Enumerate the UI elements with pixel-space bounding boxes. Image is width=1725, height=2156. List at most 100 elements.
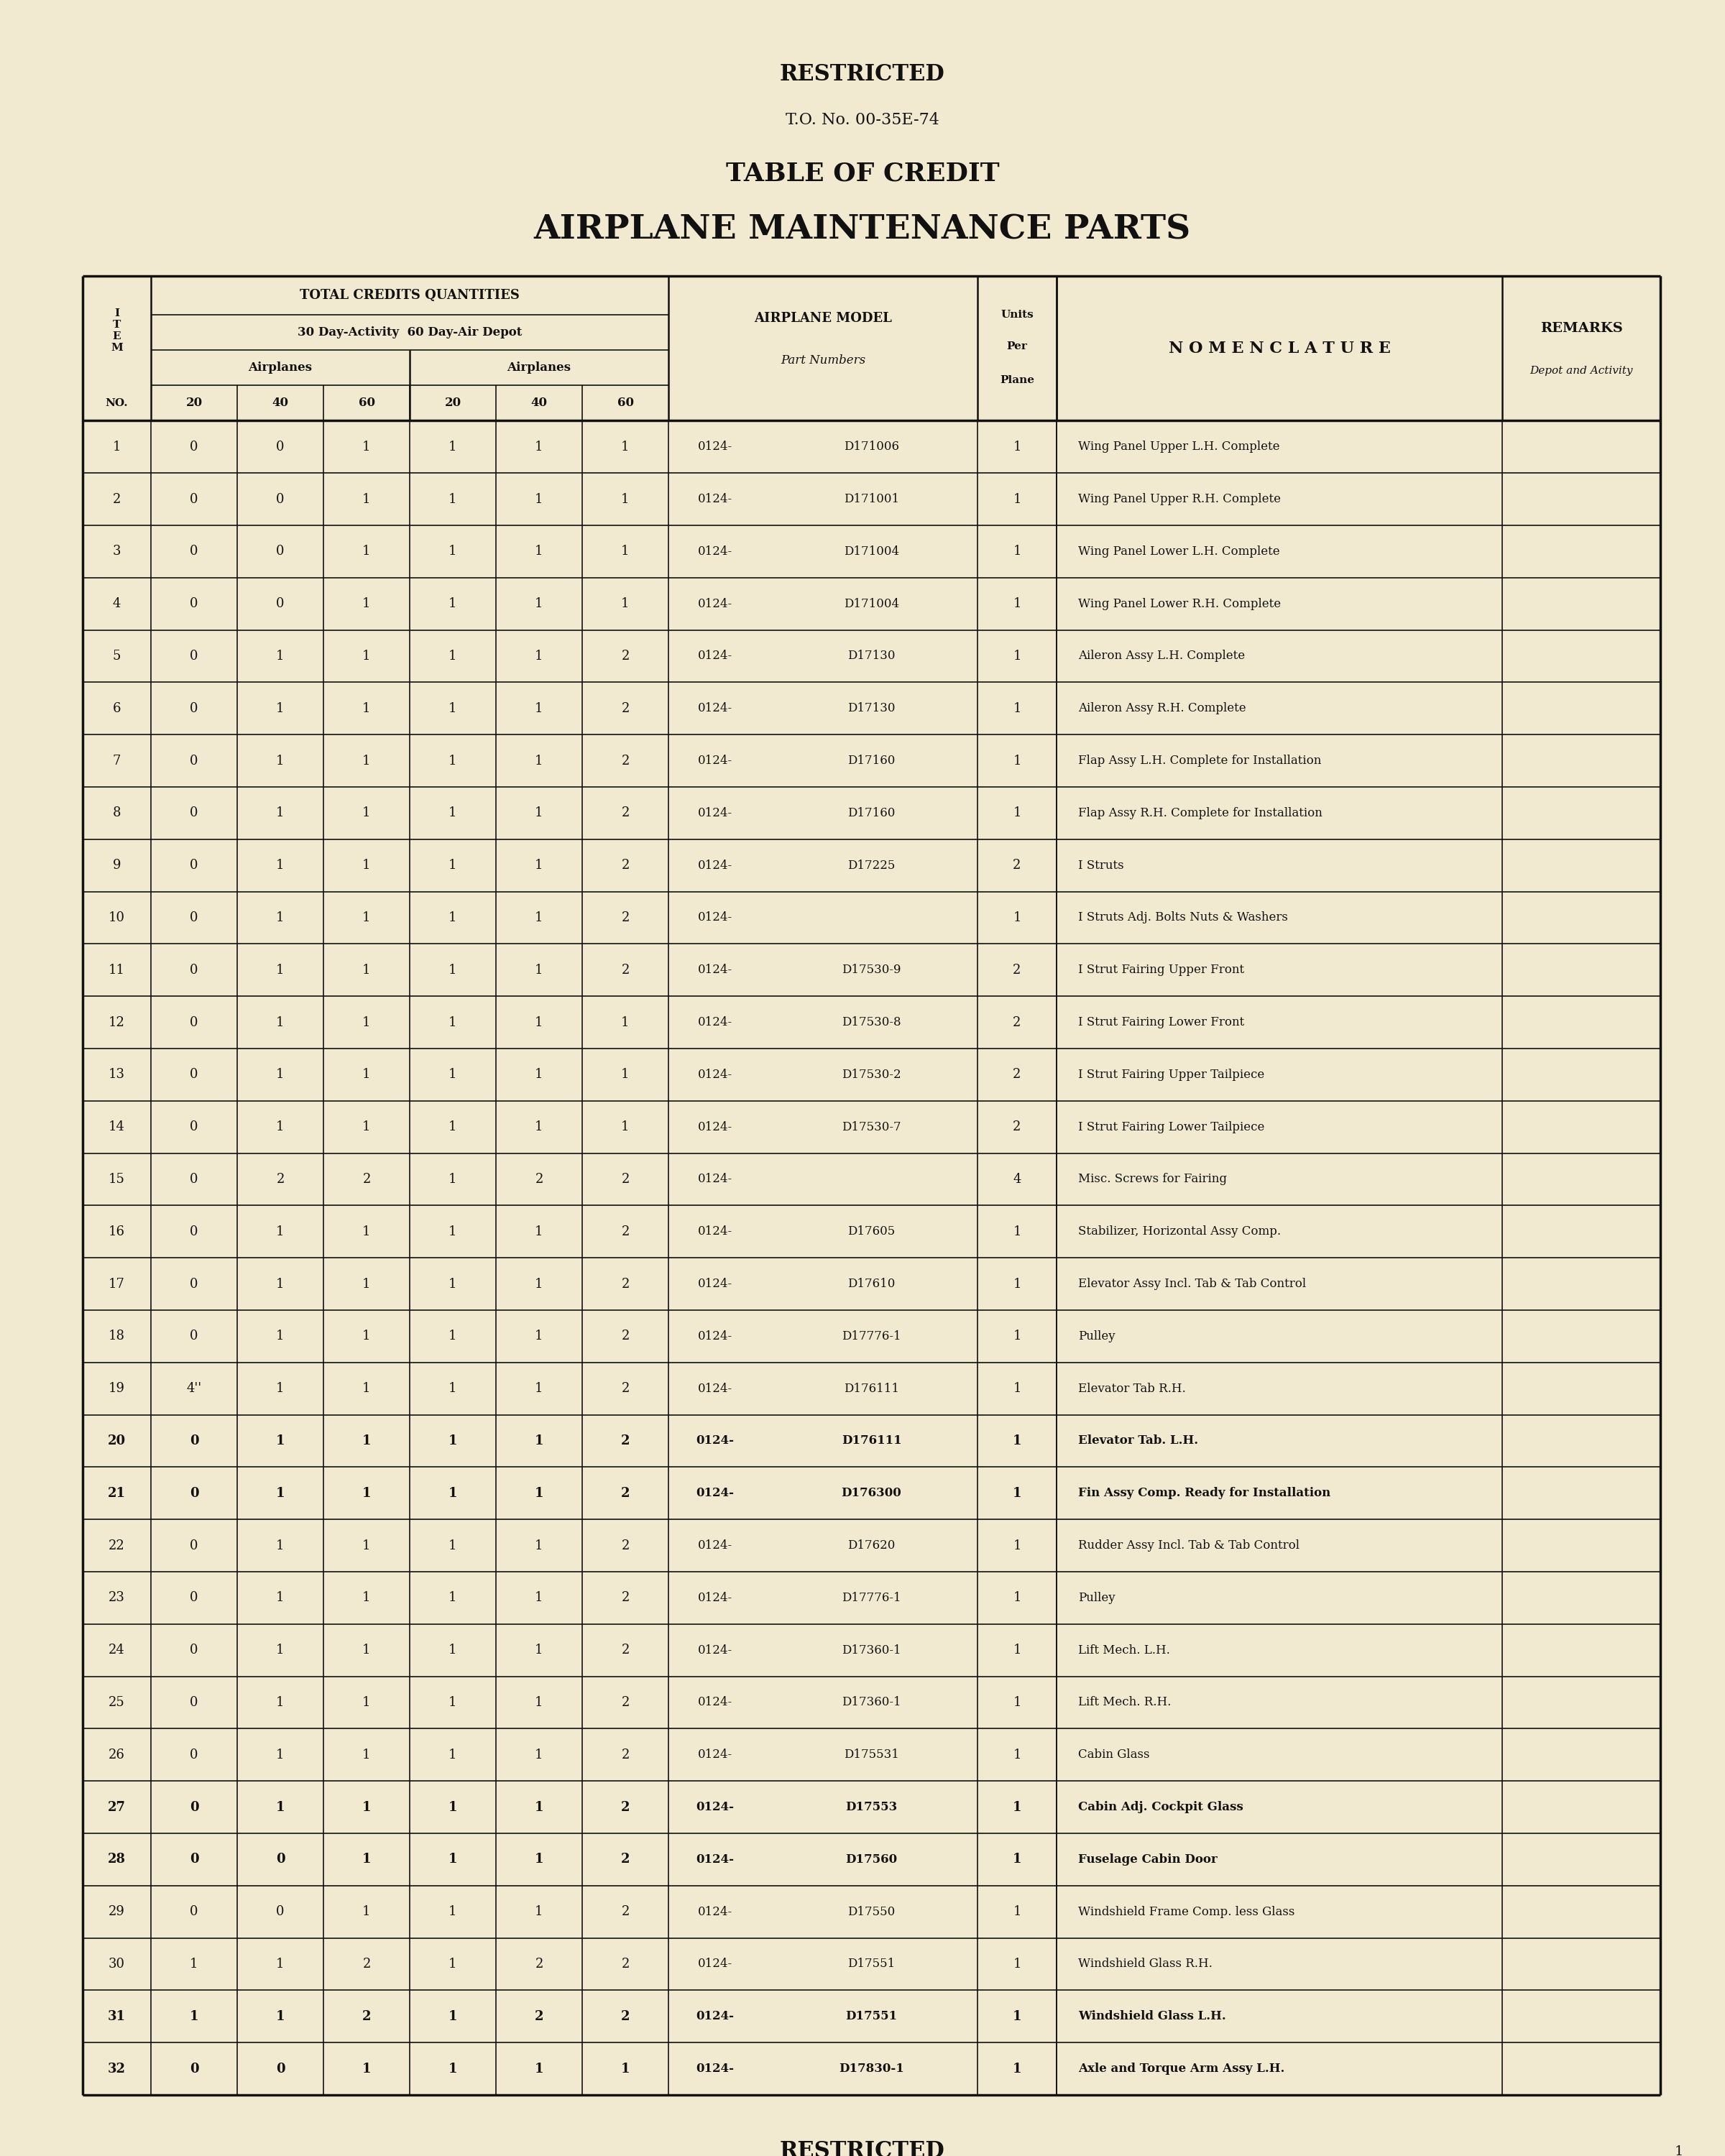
- Text: 5: 5: [112, 649, 121, 662]
- Text: I Struts: I Struts: [1078, 860, 1125, 871]
- Text: 1: 1: [621, 440, 630, 453]
- Text: 0: 0: [190, 1173, 198, 1186]
- Text: 1: 1: [362, 1382, 371, 1395]
- Text: 1: 1: [1013, 1643, 1021, 1656]
- Text: 1: 1: [1675, 2145, 1684, 2156]
- Text: 20: 20: [107, 1434, 126, 1447]
- Text: 1: 1: [362, 1800, 371, 1813]
- Text: 0: 0: [190, 1643, 198, 1656]
- Text: 0: 0: [190, 1906, 198, 1919]
- Text: 40: 40: [531, 397, 547, 410]
- Text: Lift Mech. R.H.: Lift Mech. R.H.: [1078, 1697, 1171, 1708]
- Text: 1: 1: [535, 545, 543, 558]
- Text: 2: 2: [535, 2009, 543, 2022]
- Text: 1: 1: [535, 1279, 543, 1291]
- Text: 1: 1: [621, 1015, 630, 1028]
- Text: 0124-: 0124-: [699, 755, 733, 768]
- Text: 1: 1: [362, 649, 371, 662]
- Text: 23: 23: [109, 1591, 124, 1604]
- Text: TABLE OF CREDIT: TABLE OF CREDIT: [726, 162, 999, 185]
- Text: Wing Panel Upper R.H. Complete: Wing Panel Upper R.H. Complete: [1078, 494, 1280, 505]
- Text: D171001: D171001: [844, 494, 899, 505]
- Text: 1: 1: [448, 545, 457, 558]
- Text: 19: 19: [109, 1382, 126, 1395]
- Text: 1: 1: [1013, 494, 1021, 507]
- Text: I
T
E
M: I T E M: [110, 308, 122, 354]
- Text: 1: 1: [535, 1852, 543, 1865]
- Text: 60: 60: [359, 397, 374, 410]
- Text: 2: 2: [112, 494, 121, 507]
- Text: 1: 1: [1013, 1330, 1021, 1343]
- Text: 1: 1: [276, 703, 285, 716]
- Text: 0: 0: [190, 1697, 198, 1710]
- Text: 2: 2: [1013, 858, 1021, 871]
- Text: 0: 0: [190, 1591, 198, 1604]
- Text: 1: 1: [448, 1539, 457, 1552]
- Text: 1: 1: [1013, 703, 1021, 716]
- Text: 2: 2: [621, 1643, 630, 1656]
- Text: 0124-: 0124-: [699, 806, 733, 819]
- Text: 0: 0: [190, 1488, 198, 1501]
- Text: 2: 2: [621, 1488, 630, 1501]
- Text: Depot and Activity: Depot and Activity: [1530, 367, 1634, 375]
- Text: D17130: D17130: [847, 703, 895, 714]
- Text: 0: 0: [276, 1906, 285, 1919]
- Text: 1: 1: [535, 858, 543, 871]
- Text: 2: 2: [621, 1225, 630, 1238]
- Text: 2: 2: [621, 1800, 630, 1813]
- Text: 0: 0: [190, 1852, 198, 1865]
- Text: D17776-1: D17776-1: [842, 1330, 900, 1343]
- Text: 0124-: 0124-: [697, 1854, 735, 1865]
- Text: D176300: D176300: [842, 1488, 902, 1498]
- Text: 1: 1: [448, 912, 457, 925]
- Text: 1: 1: [362, 440, 371, 453]
- Text: 1: 1: [362, 858, 371, 871]
- Text: 1: 1: [535, 1121, 543, 1134]
- Text: 2: 2: [621, 1330, 630, 1343]
- Text: 0124-: 0124-: [699, 1279, 733, 1289]
- Text: 1: 1: [1013, 1225, 1021, 1238]
- Text: 1: 1: [448, 703, 457, 716]
- Text: D175531: D175531: [844, 1749, 899, 1761]
- Text: 0: 0: [190, 649, 198, 662]
- Text: 1: 1: [362, 1121, 371, 1134]
- Text: 4'': 4'': [186, 1382, 202, 1395]
- Text: 1: 1: [535, 1906, 543, 1919]
- Text: 1: 1: [535, 440, 543, 453]
- Text: D17360-1: D17360-1: [842, 1645, 900, 1656]
- Text: 2: 2: [535, 1958, 543, 1971]
- Text: Per: Per: [1007, 341, 1028, 351]
- Text: D17160: D17160: [847, 755, 895, 768]
- Text: D171004: D171004: [844, 545, 899, 558]
- Text: 1: 1: [535, 703, 543, 716]
- Text: D17530-2: D17530-2: [842, 1069, 900, 1080]
- Text: Pulley: Pulley: [1078, 1591, 1116, 1604]
- Text: 2: 2: [621, 1749, 630, 1761]
- Text: 1: 1: [448, 1067, 457, 1080]
- Text: 1: 1: [448, 494, 457, 507]
- Text: 2: 2: [621, 755, 630, 768]
- Text: 1: 1: [535, 1539, 543, 1552]
- Text: 1: 1: [621, 1121, 630, 1134]
- Text: D17130: D17130: [847, 649, 895, 662]
- Text: D17605: D17605: [847, 1225, 895, 1238]
- Text: Airplanes: Airplanes: [248, 362, 312, 373]
- Text: 0: 0: [190, 964, 198, 977]
- Text: 1: 1: [276, 1330, 285, 1343]
- Text: 1: 1: [362, 1749, 371, 1761]
- Text: Wing Panel Lower R.H. Complete: Wing Panel Lower R.H. Complete: [1078, 597, 1282, 610]
- Text: 1: 1: [276, 1225, 285, 1238]
- Text: 0: 0: [190, 440, 198, 453]
- Text: 1: 1: [276, 1121, 285, 1134]
- Text: I Strut Fairing Lower Tailpiece: I Strut Fairing Lower Tailpiece: [1078, 1121, 1264, 1134]
- Text: 1: 1: [535, 1800, 543, 1813]
- Text: 1: 1: [276, 1749, 285, 1761]
- Text: I Struts Adj. Bolts Nuts & Washers: I Struts Adj. Bolts Nuts & Washers: [1078, 912, 1289, 923]
- Text: 1: 1: [276, 2009, 285, 2022]
- Text: 24: 24: [109, 1643, 124, 1656]
- Text: Part Numbers: Part Numbers: [780, 354, 866, 367]
- Text: 1: 1: [535, 1225, 543, 1238]
- Text: 2: 2: [621, 1591, 630, 1604]
- Text: 0: 0: [190, 858, 198, 871]
- Text: 2: 2: [1013, 1067, 1021, 1080]
